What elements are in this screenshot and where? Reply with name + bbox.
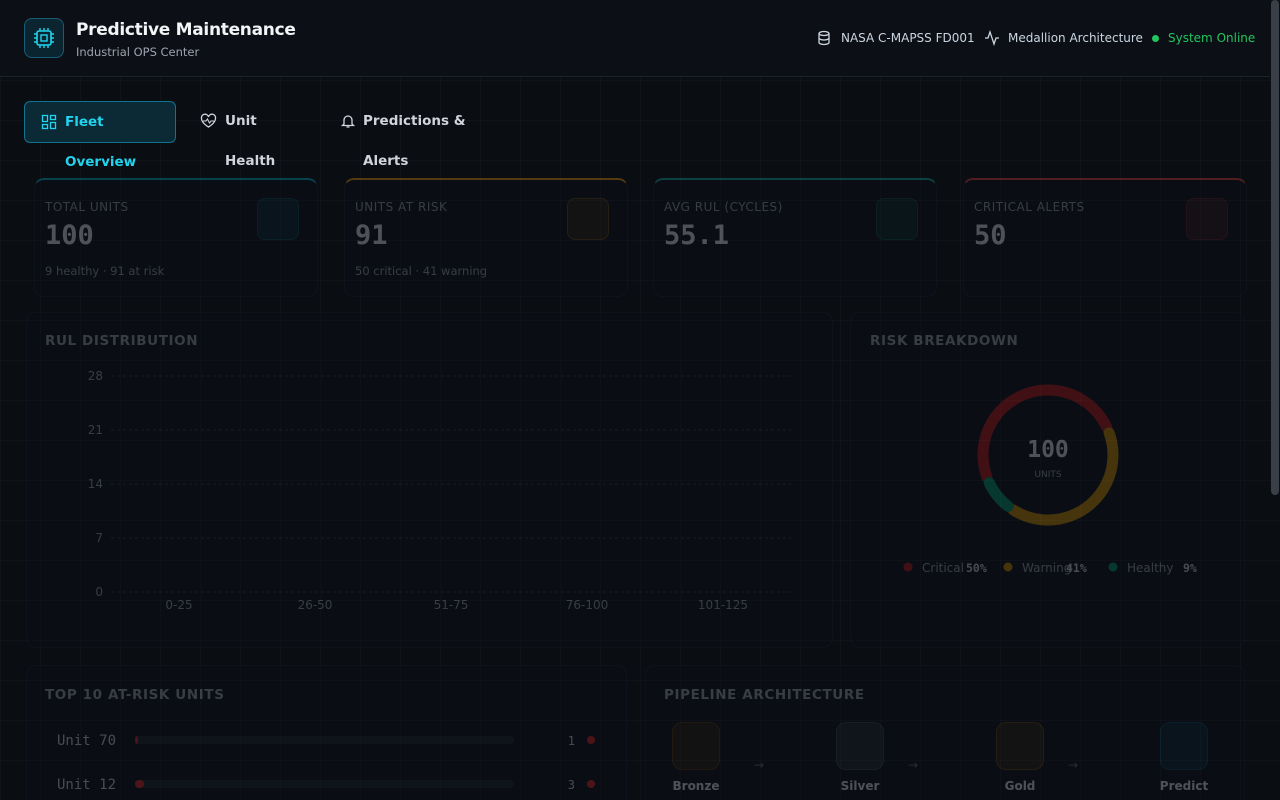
x-tick-label: 0-25 [165,598,192,612]
chart-panel: RUL DISTRIBUTION 0 7 14 21 28 0-25 26-50 51-75 76… [26,312,833,648]
chart-panel: RISK BREAKDOWN 100 UNITS Critical 50% Warning… [850,312,1245,648]
bar [135,780,145,788]
chart-title: RUL DISTRIBUTION [45,333,199,349]
activity-icon [985,30,999,46]
tab-label: Predictions & Alerts [363,113,466,169]
kpi-card: TOTAL UNITS 100 9 healthy · 91 at risk [34,178,318,297]
chart: 0 7 14 21 28 0-25 26-50 51-75 76-100 101-125 [88,369,791,612]
kpi-card: UNITS AT RISK 91 50 critical · 41 warning [344,178,628,297]
donut-center-label: UNITS [1034,470,1061,480]
legend-label: Critical [922,561,964,575]
donut-segment [977,384,1119,526]
status-dot [587,780,595,788]
tab[interactable]: Unit Health [200,101,310,169]
kpi-card: CRITICAL ALERTS 50 [963,178,1247,297]
kpi-icon [1186,198,1228,240]
architecture-badge: Medallion Architecture [1008,31,1143,45]
legend-value: 41% [1066,561,1087,575]
unit-value: 3 [568,778,575,792]
x-tick-label: 51-75 [434,598,469,612]
stage-name: Silver [840,779,880,793]
kpi-icon [567,198,609,240]
legend-value: 9% [1183,561,1197,575]
logo [24,18,64,58]
kpi-label: AVG RUL (CYCLES) [664,200,783,214]
legend-label: Healthy [1127,561,1174,575]
kpi-label: UNITS AT RISK [355,200,448,214]
kpi-note: 9 healthy · 91 at risk [45,264,165,278]
y-tick-label: 28 [88,369,103,383]
legend-value: 50% [966,561,987,575]
stage-arrow: → [754,758,765,772]
db-icon [818,30,830,46]
kpi-note: 50 critical · 41 warning [355,264,488,278]
stage-arrow: → [1068,758,1079,772]
bar-track [135,736,514,744]
kpi-icon [257,198,299,240]
header: Predictive Maintenance Industrial OPS Ce… [0,0,1270,77]
x-tick-label: 101-125 [698,598,748,612]
chart: Unit 70 1 Unit 12 3 [57,733,595,793]
stage-name: Gold [1004,779,1036,793]
legend-dot [903,562,913,572]
tab[interactable]: Fleet Overview [24,101,176,170]
stage-arrow: → [908,758,919,772]
tab-label: Fleet Overview [65,114,137,170]
pipeline-panel: PIPELINE ARCHITECTURE Bronze → Silver → Gold →… [645,665,1245,800]
pipeline-title: PIPELINE ARCHITECTURE [664,687,865,703]
unit-value: 1 [568,734,575,748]
stage-name: Predict [1159,779,1209,793]
status-dot [1152,35,1159,42]
unit-label: Unit 70 [57,733,116,749]
y-tick-label: 7 [95,531,103,545]
kpi-icon [876,198,918,240]
chart-title: TOP 10 AT-RISK UNITS [45,687,225,703]
stage-icon [1160,722,1208,770]
bar-track [135,780,514,788]
dataset-badge: NASA C-MAPSS FD001 [841,31,975,45]
stage-icon [672,722,720,770]
bar [135,736,139,744]
x-tick-label: 26-50 [298,598,333,612]
y-tick-label: 0 [95,585,103,599]
tab-icon [340,115,356,128]
donut-center-value: 100 [1027,437,1069,463]
donut-segment [977,384,1119,526]
legend-label: Warning [1022,561,1071,575]
unit-label: Unit 12 [57,777,116,793]
y-tick-label: 21 [88,423,103,437]
app-title: Predictive Maintenance [76,20,296,40]
stage-icon [996,722,1044,770]
kpi-card: AVG RUL (CYCLES) 55.1 [653,178,937,297]
chart-panel: TOP 10 AT-RISK UNITS Unit 70 1 Unit 12 3 [26,665,627,800]
legend-dot [1108,562,1118,572]
logo-icon [34,28,54,48]
kpi-label: TOTAL UNITS [45,200,129,214]
chart-title: RISK BREAKDOWN [870,333,1019,349]
status-dot [587,736,595,744]
legend-dot [1003,562,1013,572]
tab-icon [200,113,217,128]
scrollbar[interactable] [1271,0,1279,495]
tab-icon [41,114,57,130]
x-tick-label: 76-100 [566,598,609,612]
status-badge: System Online [1168,31,1256,45]
kpi-value: 55.1 [664,220,730,251]
stage-name: Bronze [672,779,720,793]
kpi-value: 91 [355,220,388,251]
tab[interactable]: Predictions & Alerts [340,101,500,169]
y-tick-label: 14 [88,477,103,491]
tab-label: Unit Health [225,113,276,169]
kpi-value: 50 [974,220,1007,251]
donut-segment [977,384,1119,526]
kpi-value: 100 [45,220,94,251]
app-subtitle: Industrial OPS Center [76,45,200,59]
stage-icon [836,722,884,770]
kpi-label: CRITICAL ALERTS [974,200,1085,214]
